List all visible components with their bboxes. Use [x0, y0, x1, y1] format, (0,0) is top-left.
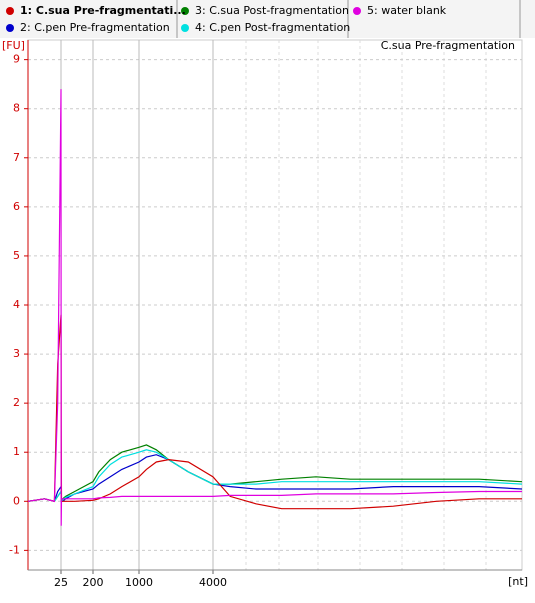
y-tick-label: 3 — [13, 347, 20, 360]
x-axis-label: [nt] — [508, 575, 528, 588]
x-tick-label: 200 — [83, 576, 104, 589]
y-tick-label: 4 — [13, 298, 20, 311]
legend-marker — [353, 7, 361, 15]
y-tick-label: 6 — [13, 200, 20, 213]
y-tick-label: 8 — [13, 102, 20, 115]
y-axis-label: [FU] — [2, 39, 25, 52]
legend-label: 3: C.sua Post-fragmentation — [195, 4, 349, 17]
legend-marker — [181, 7, 189, 15]
legend-label: 1: C.sua Pre-fragmentati... — [20, 4, 186, 17]
legend-marker — [6, 24, 14, 32]
y-tick-label: 9 — [13, 53, 20, 66]
y-tick-label: 7 — [13, 151, 20, 164]
x-tick-label: 4000 — [199, 576, 227, 589]
legend-label: 5: water blank — [367, 4, 447, 17]
x-tick-label: 25 — [54, 576, 68, 589]
annotation: C.sua Pre-fragmentation — [381, 39, 515, 52]
y-tick-label: 2 — [13, 396, 20, 409]
legend-marker — [181, 24, 189, 32]
y-tick-label: 1 — [13, 445, 20, 458]
y-tick-label: 0 — [13, 494, 20, 507]
legend-label: 2: C.pen Pre-fragmentation — [20, 21, 170, 34]
x-tick-label: 1000 — [125, 576, 153, 589]
legend-label: 4: C.pen Post-fragmentation — [195, 21, 350, 34]
legend-marker — [6, 7, 14, 15]
series-line — [27, 89, 522, 526]
y-tick-label: 5 — [13, 249, 20, 262]
y-tick-label: -1 — [9, 543, 20, 556]
legend-panel — [0, 0, 535, 38]
